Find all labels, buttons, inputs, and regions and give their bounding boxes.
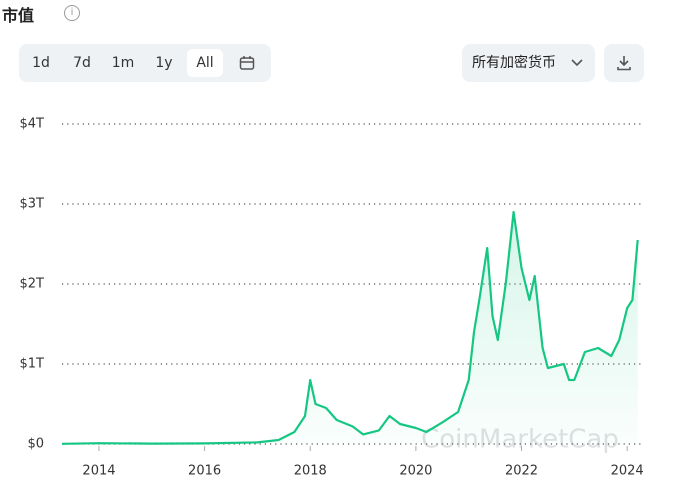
calendar-icon[interactable] xyxy=(239,55,255,71)
x-tick-label: 2020 xyxy=(399,464,432,479)
download-button[interactable] xyxy=(604,44,644,82)
download-icon xyxy=(617,56,631,71)
x-tick-label: 2024 xyxy=(611,464,644,479)
range-button[interactable]: 1d xyxy=(32,55,50,71)
chevron xyxy=(571,59,583,67)
crypto-filter[interactable]: 所有加密货币 xyxy=(462,44,595,82)
range-button[interactable]: 1y xyxy=(155,55,173,71)
info-icon[interactable]: i xyxy=(64,5,80,21)
range-button[interactable]: All xyxy=(187,49,223,77)
y-tick-label: $3T xyxy=(20,197,45,212)
x-tick-label: 2022 xyxy=(505,464,538,479)
y-tick-label: $1T xyxy=(20,357,45,372)
x-tick-label: 2014 xyxy=(82,464,115,479)
x-tick-label: 2018 xyxy=(294,464,327,479)
filter-label: 所有加密货币 xyxy=(472,55,556,71)
y-tick-label: $0 xyxy=(27,437,44,452)
title: 市值 xyxy=(2,6,35,25)
y-tick-label: $2T xyxy=(20,277,45,292)
range-button[interactable]: 1m xyxy=(111,55,135,71)
x-tick-label: 2016 xyxy=(188,464,221,479)
area xyxy=(62,212,638,444)
y-tick-label: $4T xyxy=(20,117,45,132)
line xyxy=(61,210,639,445)
range-button[interactable]: 7d xyxy=(73,55,91,71)
range-selector: 1d 7d 1m 1y All xyxy=(19,44,271,82)
